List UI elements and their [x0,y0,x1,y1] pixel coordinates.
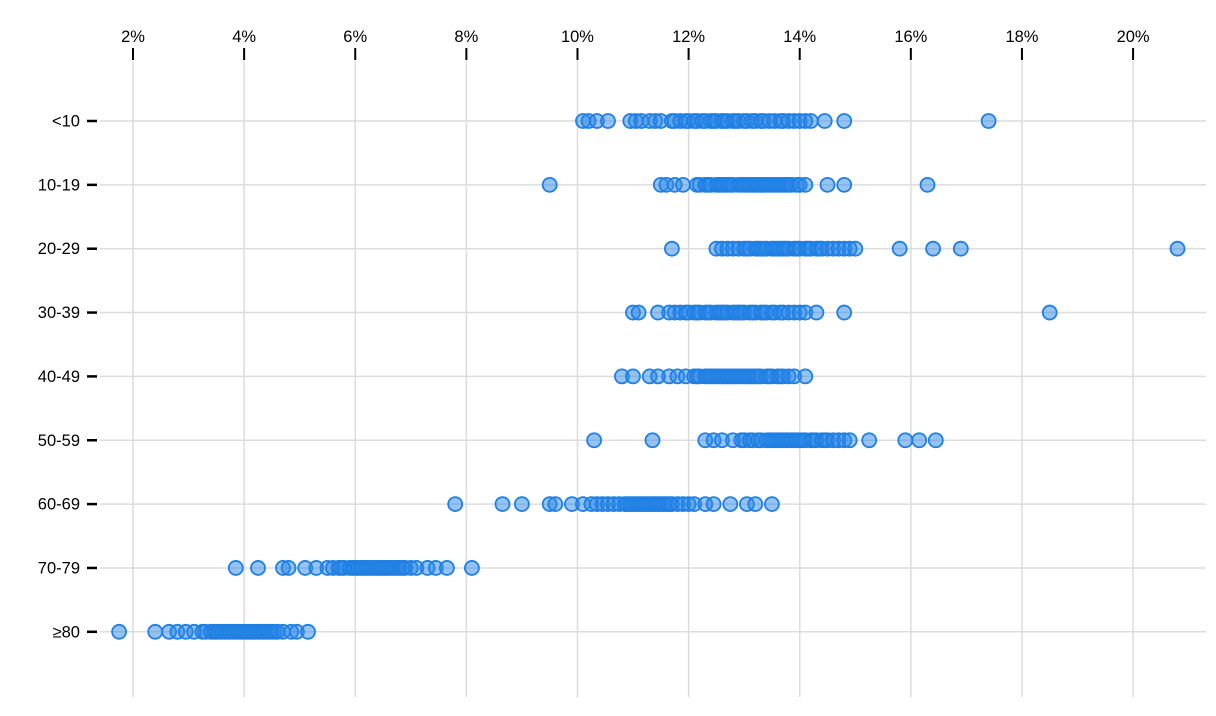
data-point [280,560,297,576]
data-point [1041,304,1058,321]
data-point [897,432,914,449]
data-point [836,304,853,321]
data-point [547,496,564,513]
data-point [300,623,316,640]
data-point [586,432,602,449]
data-point [722,496,739,513]
data-point [747,496,764,513]
data-point [147,623,164,640]
data-point [111,623,127,640]
data-point [630,304,647,321]
y-category-label: 30-39 [38,304,80,322]
data-point [541,176,558,193]
data-point [675,176,691,193]
data-point [1169,240,1186,257]
y-category-label: ≥80 [53,623,80,641]
data-point [911,432,928,449]
data-point [625,368,641,385]
data-point [836,176,853,193]
x-tick-label: 20% [1117,28,1150,46]
data-point [644,432,661,449]
x-tick-label: 16% [894,28,927,46]
data-point [438,560,455,576]
data-point [836,113,853,129]
data-point [447,496,464,513]
data-point [816,113,833,129]
data-point [925,240,941,257]
y-category-label: 50-59 [38,432,80,450]
x-tick-label: 2% [121,28,145,46]
data-point [891,240,908,257]
data-point [847,240,864,257]
x-tick-label: 4% [232,28,256,46]
data-point [797,368,814,385]
x-tick-label: 6% [343,28,367,46]
data-point [808,304,825,321]
y-category-label: <10 [52,113,80,131]
data-point [764,496,780,513]
y-category-label: 10-19 [38,176,80,194]
x-tick-label: 14% [783,28,816,46]
y-category-label: 20-29 [38,240,80,258]
data-point [600,113,616,129]
y-category-label: 60-69 [38,496,80,514]
data-point [664,240,680,257]
data-point [802,113,819,129]
data-point [797,176,814,193]
data-point [819,176,836,193]
x-tick-label: 10% [561,28,594,46]
data-point [514,496,530,513]
data-point [861,432,878,449]
x-tick-label: 12% [672,28,705,46]
x-tick-label: 18% [1005,28,1038,46]
data-point [227,560,244,576]
data-point [952,240,969,257]
y-category-label: 40-49 [38,368,80,386]
data-point [980,113,997,129]
data-point [705,496,722,513]
data-point [463,560,480,576]
data-point [927,432,944,449]
data-point [494,496,511,513]
data-point [919,176,936,193]
x-tick-label: 8% [454,28,478,46]
y-category-label: 70-79 [38,559,80,577]
data-point [250,560,266,576]
data-point [841,432,858,449]
